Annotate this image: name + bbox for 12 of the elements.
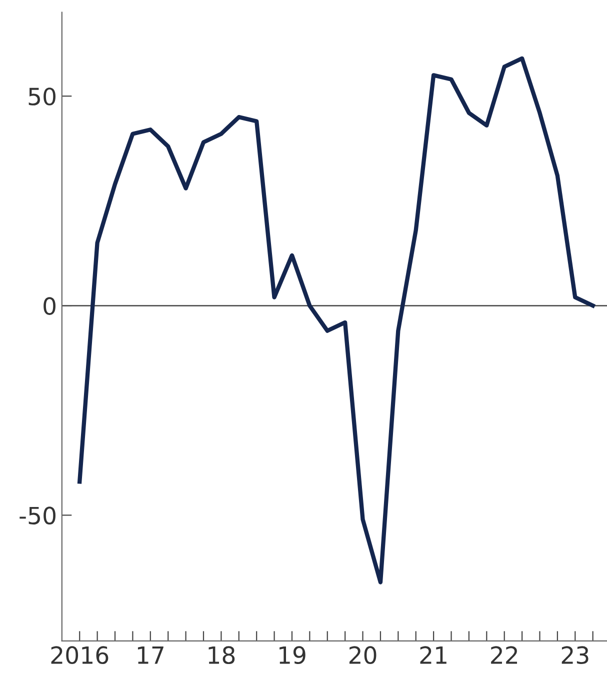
- x-tick-label: 2016: [51, 646, 108, 664]
- x-tick-label: 17: [138, 646, 164, 664]
- y-tick-label: -50: [20, 506, 56, 524]
- x-tick-label: 19: [280, 646, 306, 664]
- x-tick-label: 20: [349, 646, 376, 664]
- y-tick-label: 50: [28, 88, 56, 106]
- x-tick-label: 18: [208, 646, 235, 664]
- x-tick-label: 23: [562, 646, 588, 664]
- y-tick-label: 0: [44, 297, 56, 315]
- x-tick-label: 22: [491, 646, 518, 664]
- line-series: [78, 56, 595, 584]
- x-tick-label: 21: [420, 646, 446, 664]
